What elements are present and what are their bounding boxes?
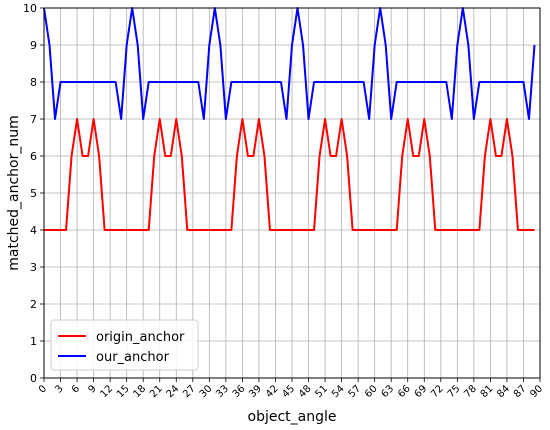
legend: origin_anchor our_anchor — [50, 319, 199, 371]
x-axis-ticks: 0 3 6 9 12 15 18 21 24 27 30 33 36 39 42 45 48 51 54 57 60 63… — [37, 378, 545, 400]
x-tick-label: 15 — [115, 383, 132, 400]
x-tick-label: 3 — [53, 383, 65, 395]
x-tick-label: 21 — [148, 383, 165, 400]
y-axis-ticks: 0 1 2 3 4 5 6 7 8 9 10 — [23, 2, 44, 385]
x-tick-label: 69 — [413, 383, 430, 400]
x-tick-label: 30 — [198, 383, 215, 400]
y-tick-label: 10 — [23, 2, 37, 15]
y-tick-label: 1 — [30, 335, 37, 348]
legend-label-our-anchor: our_anchor — [96, 350, 170, 365]
x-tick-label: 90 — [528, 383, 545, 400]
x-tick-label: 81 — [479, 383, 496, 400]
x-axis-label: object_angle — [248, 409, 337, 425]
x-tick-label: 39 — [247, 383, 264, 400]
legend-label-origin-anchor: origin_anchor — [96, 330, 185, 345]
x-tick-label: 78 — [462, 383, 479, 400]
y-tick-label: 7 — [30, 113, 37, 126]
x-tick-label: 0 — [37, 383, 49, 395]
series-line-our-anchor — [43, 7, 536, 120]
y-tick-label: 2 — [30, 298, 37, 311]
y-tick-label: 8 — [30, 76, 37, 89]
y-tick-label: 6 — [30, 150, 37, 163]
x-tick-label: 27 — [181, 383, 198, 400]
x-tick-label: 48 — [297, 383, 314, 400]
series-line-origin-anchor — [44, 118, 535, 231]
x-tick-label: 75 — [446, 383, 463, 400]
legend-box — [50, 319, 199, 371]
y-tick-label: 5 — [30, 187, 37, 200]
x-tick-label: 36 — [231, 383, 248, 400]
x-tick-label: 6 — [70, 383, 82, 395]
x-tick-label: 60 — [363, 383, 380, 400]
x-tick-label: 72 — [429, 383, 446, 400]
x-tick-label: 9 — [86, 383, 98, 395]
x-tick-label: 57 — [346, 383, 363, 400]
y-tick-label: 0 — [30, 372, 37, 385]
x-tick-label: 84 — [495, 383, 512, 400]
x-tick-label: 42 — [264, 383, 281, 400]
x-tick-label: 54 — [330, 383, 347, 400]
x-tick-label: 12 — [98, 383, 115, 400]
x-tick-label: 45 — [280, 383, 297, 400]
x-tick-label: 33 — [214, 383, 231, 400]
x-tick-label: 51 — [313, 383, 330, 400]
x-tick-label: 24 — [165, 383, 182, 400]
y-tick-label: 3 — [30, 261, 37, 274]
series-lines — [43, 7, 536, 231]
x-tick-label: 18 — [132, 383, 149, 400]
x-tick-label: 63 — [380, 383, 397, 400]
y-tick-label: 4 — [30, 224, 37, 237]
y-tick-label: 9 — [30, 39, 37, 52]
x-tick-label: 87 — [512, 383, 529, 400]
x-tick-label: 66 — [396, 383, 413, 400]
y-axis-label: matched_anchor_num — [6, 115, 22, 271]
